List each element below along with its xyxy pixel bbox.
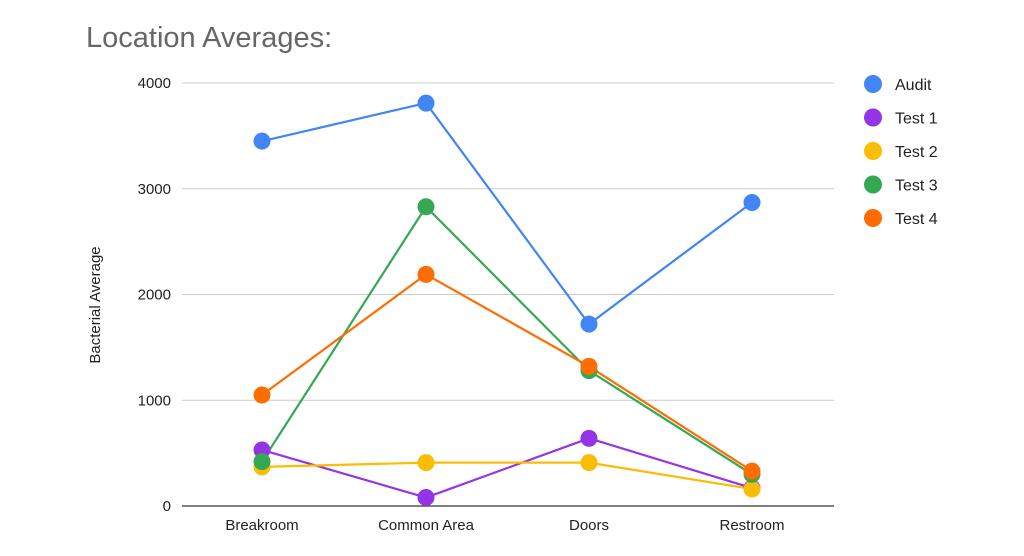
legend-label: Audit	[895, 77, 932, 94]
legend-marker	[864, 175, 882, 194]
legend-marker	[864, 209, 882, 227]
data-point	[253, 132, 271, 150]
y-tick-label: 2000	[138, 287, 171, 304]
data-point	[417, 94, 435, 112]
data-point	[253, 386, 271, 404]
series-line	[261, 101, 753, 326]
legend-marker	[864, 108, 882, 127]
data-point	[253, 453, 271, 471]
data-point	[417, 489, 435, 507]
data-point	[580, 357, 598, 375]
data-point	[580, 315, 598, 333]
x-tick-label: Common Area	[378, 517, 475, 534]
data-point	[417, 265, 435, 283]
legend-label: Test 1	[895, 111, 938, 128]
data-point	[417, 454, 435, 472]
data-point	[580, 454, 598, 472]
data-point	[743, 480, 761, 498]
legend-label: Test 3	[895, 178, 938, 195]
x-tick-label: Breakroom	[225, 517, 298, 534]
y-tick-label: 0	[163, 498, 171, 515]
data-point	[417, 198, 435, 216]
series-line	[261, 461, 753, 491]
y-tick-label: 3000	[138, 181, 171, 198]
data-point	[743, 462, 761, 480]
legend-marker	[864, 142, 882, 160]
series-line	[261, 437, 753, 499]
data-point	[580, 429, 598, 447]
x-tick-label: Doors	[569, 517, 609, 534]
legend-label: Test 2	[895, 144, 938, 161]
legend-label: Test 4	[895, 211, 938, 228]
y-tick-label: 1000	[138, 392, 171, 409]
legend-marker	[864, 75, 882, 93]
x-tick-label: Restroom	[719, 517, 784, 534]
chart-title: Location Averages:	[86, 22, 333, 54]
series-line	[261, 273, 753, 473]
y-tick-label: 4000	[138, 75, 171, 92]
data-point	[743, 193, 761, 211]
y-axis-label: Bacterial Average	[87, 246, 104, 363]
data-point	[253, 441, 271, 459]
